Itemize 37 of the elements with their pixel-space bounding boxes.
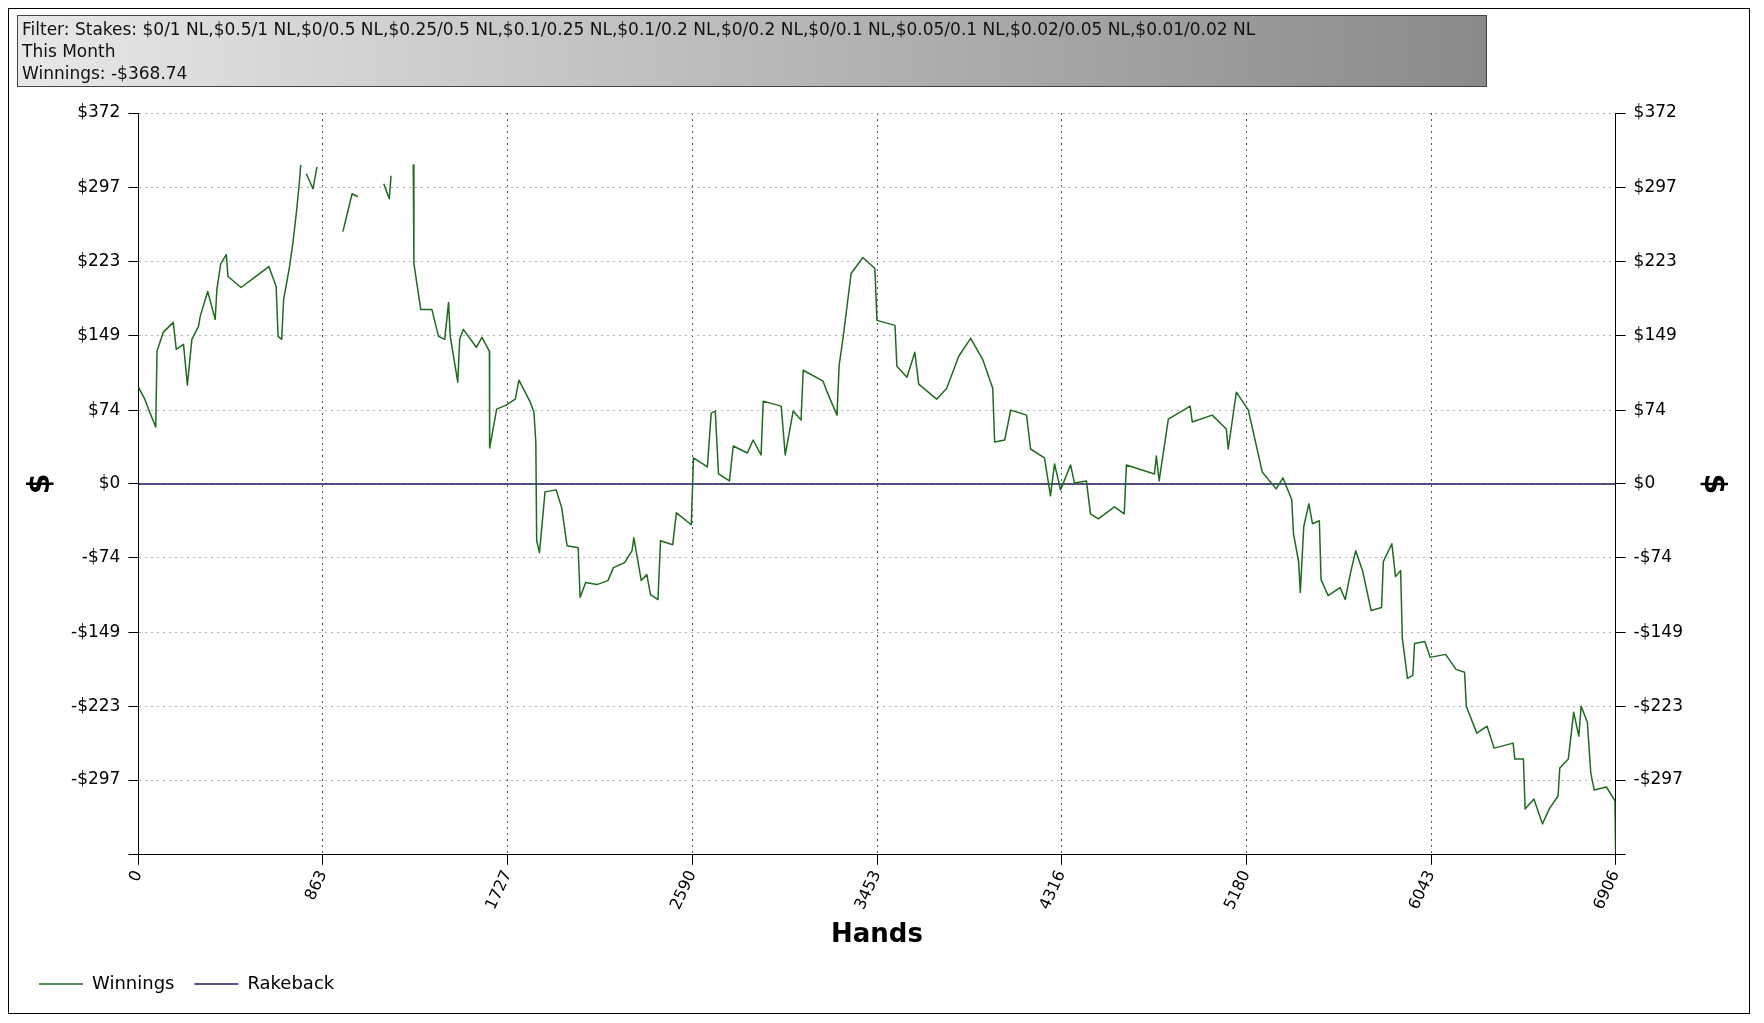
y-tick-label: -$297 xyxy=(70,768,121,789)
y-tick-label: $372 xyxy=(77,101,121,122)
y2-tick-label: $372 xyxy=(1633,101,1677,122)
y2-tick-label: $297 xyxy=(1633,176,1677,197)
x-tick-label: 863 xyxy=(300,867,331,903)
y2-tick-label: $223 xyxy=(1633,249,1677,270)
x-tick-label: 5180 xyxy=(1219,867,1254,913)
x-tick-label: 6906 xyxy=(1588,867,1623,913)
x-tick-label: 4316 xyxy=(1034,867,1069,913)
y-tick-label: -$223 xyxy=(70,694,121,715)
y2-tick-label: $74 xyxy=(1633,398,1667,419)
y-tick-label: $0 xyxy=(98,472,121,493)
y-tick-label: -$149 xyxy=(70,620,121,641)
x-axis-title: Hands xyxy=(831,918,923,949)
x-tick-label: 6043 xyxy=(1403,867,1439,913)
text: Winnings: -$368.74 xyxy=(22,62,189,84)
y2-tick-label: -$297 xyxy=(1633,768,1684,789)
y2-tick-label: -$149 xyxy=(1633,620,1684,641)
x-tick-label: 3453 xyxy=(849,867,885,913)
y-tick-label: $223 xyxy=(77,249,121,270)
x-tick-label: 2590 xyxy=(665,867,700,913)
y-tick-label: $297 xyxy=(77,176,121,197)
y-tick-label: $74 xyxy=(87,398,121,419)
y2-axis-title: $ xyxy=(1698,473,1734,495)
legend-label: Rakeback xyxy=(247,971,335,993)
x-tick-label: 1727 xyxy=(480,867,516,913)
y-tick-label: $149 xyxy=(77,323,121,344)
y2-tick-label: -$74 xyxy=(1633,546,1673,567)
y2-tick-label: $0 xyxy=(1633,472,1656,493)
legend-label: Winnings xyxy=(92,971,175,993)
chart-subtitle: This Month xyxy=(22,40,117,62)
chart-title: Filter: Stakes: $0/1 NL,$0.5/1 NL,$0/0.5 NL,$0.25/0.5 NL,$0.1/0.25 NL,$0.1/0.2 NL,$0/0.2 NL,$0/0.1 NL,$0.05/0.1 NL,$0.02/0.05 NL,$0.01/0.02 NL xyxy=(22,18,1257,40)
y2-tick-label: $149 xyxy=(1633,323,1677,344)
y-axis-title: $ xyxy=(20,473,56,495)
x-tick-label: 0 xyxy=(124,867,146,885)
y2-tick-label: -$223 xyxy=(1633,694,1684,715)
y-tick-label: -$74 xyxy=(81,546,121,567)
